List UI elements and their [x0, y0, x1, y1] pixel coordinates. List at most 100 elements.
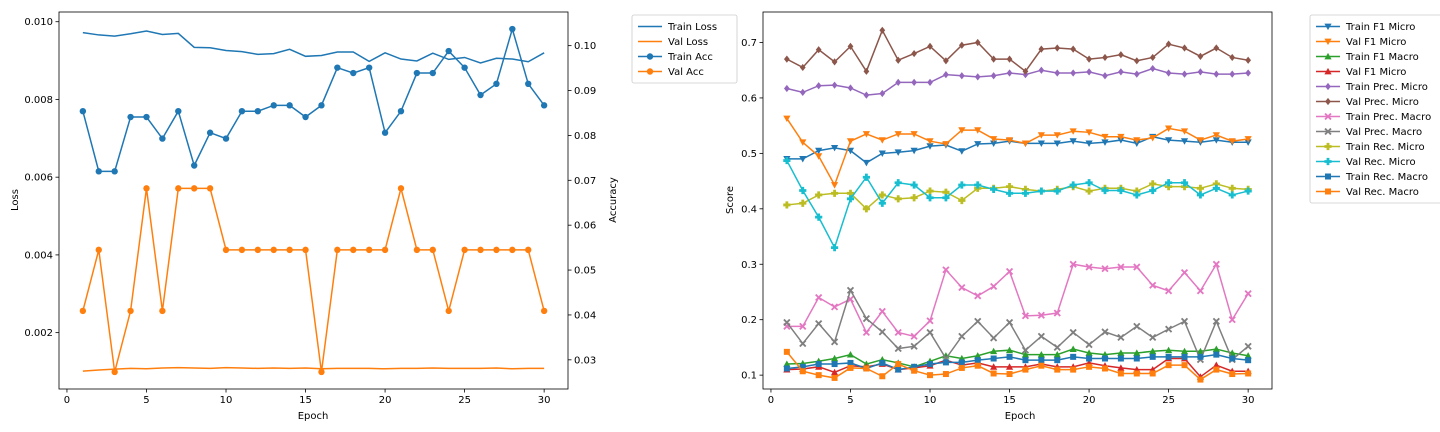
legend-item: Train Loss: [638, 22, 717, 33]
data-point: [974, 127, 982, 134]
legend-label: Val Prec. Micro: [1346, 97, 1419, 108]
data-point: [990, 136, 998, 143]
data-point: [191, 162, 198, 169]
data-point: [894, 149, 902, 156]
data-point: [894, 179, 902, 187]
y2-tick-label: 0.08: [574, 131, 596, 142]
data-point: [1245, 56, 1252, 64]
data-point: [1038, 357, 1045, 364]
data-point: [509, 246, 516, 254]
data-point: [1118, 68, 1124, 76]
legend-frame: [1309, 14, 1440, 204]
data-point: [847, 364, 854, 371]
data-point: [1070, 69, 1077, 77]
data-point: [1165, 69, 1172, 77]
x-tick-label: 30: [538, 395, 551, 406]
data-point: [895, 78, 902, 87]
data-point: [831, 374, 838, 381]
data-point: [1117, 263, 1125, 271]
data-point: [1197, 353, 1204, 360]
y2-tick-label: 0.07: [574, 176, 596, 187]
data-point: [1069, 181, 1077, 189]
data-point: [815, 293, 823, 302]
data-point: [783, 318, 791, 327]
data-point: [1054, 366, 1061, 373]
data-point: [525, 80, 532, 88]
data-point: [1117, 370, 1124, 377]
data-point: [830, 244, 839, 252]
legend-marker: [1325, 97, 1331, 106]
data-point: [1086, 68, 1092, 76]
data-point: [1165, 137, 1173, 144]
legend-marker: [1324, 157, 1332, 166]
data-point: [1022, 67, 1029, 75]
data-point: [830, 338, 839, 346]
data-point: [926, 194, 934, 202]
data-point: [175, 107, 182, 115]
data-point: [910, 131, 918, 138]
data-point: [943, 57, 949, 65]
data-point: [1229, 355, 1236, 362]
data-point: [270, 102, 277, 109]
data-point: [895, 361, 902, 368]
data-point: [846, 147, 855, 155]
data-point: [1006, 69, 1013, 77]
series-train-acc: [79, 25, 548, 175]
data-point: [974, 352, 982, 359]
data-point: [799, 368, 806, 375]
data-point: [1149, 53, 1156, 62]
data-point: [1228, 184, 1236, 192]
data-point: [958, 196, 966, 205]
data-point: [911, 363, 918, 370]
legend-label: Train Loss: [667, 22, 717, 33]
data-point: [1117, 133, 1125, 141]
x-tick-label: 30: [1242, 395, 1255, 406]
data-point: [990, 363, 998, 370]
series-train-loss: [82, 30, 545, 64]
y-axis-label: Score: [725, 186, 736, 214]
data-point: [1101, 139, 1109, 146]
data-point: [910, 332, 918, 340]
legend-label: Train F1 Macro: [1345, 52, 1419, 63]
data-point: [974, 38, 981, 47]
data-point: [895, 366, 902, 373]
data-point: [1005, 363, 1014, 370]
data-point: [990, 334, 998, 342]
y2-tick-label: 0.05: [574, 266, 596, 277]
data-point: [958, 283, 966, 292]
data-point: [1180, 268, 1189, 277]
data-point: [927, 361, 934, 368]
data-point: [895, 56, 902, 64]
legend-marker: [1324, 112, 1332, 121]
data-point: [1005, 183, 1014, 191]
data-point: [1005, 267, 1014, 276]
data-point: [1117, 349, 1125, 356]
data-point: [815, 147, 823, 155]
data-point: [815, 319, 823, 328]
y2-tick-label: 0.10: [574, 41, 596, 52]
data-point: [1212, 260, 1220, 268]
data-point: [1037, 332, 1045, 340]
data-point: [1021, 346, 1030, 354]
data-point: [894, 328, 902, 337]
data-point: [830, 368, 839, 376]
data-point: [879, 359, 886, 366]
data-point: [1213, 366, 1220, 373]
data-point: [1212, 361, 1220, 369]
legend-item: Val Rec. Macro: [1316, 187, 1419, 198]
data-point: [1228, 138, 1236, 145]
data-point: [1037, 351, 1045, 358]
data-point: [1181, 44, 1188, 52]
data-point: [1180, 128, 1189, 135]
x-tick-label: 20: [1083, 395, 1096, 406]
data-point: [302, 246, 309, 254]
data-point: [958, 181, 966, 189]
data-point: [1069, 128, 1077, 135]
data-point: [1196, 347, 1205, 355]
data-point: [974, 357, 981, 364]
x-tick-label: 5: [847, 395, 853, 406]
data-point: [910, 194, 918, 202]
data-point: [1149, 347, 1157, 355]
data-point: [830, 189, 839, 197]
data-point: [302, 113, 309, 121]
